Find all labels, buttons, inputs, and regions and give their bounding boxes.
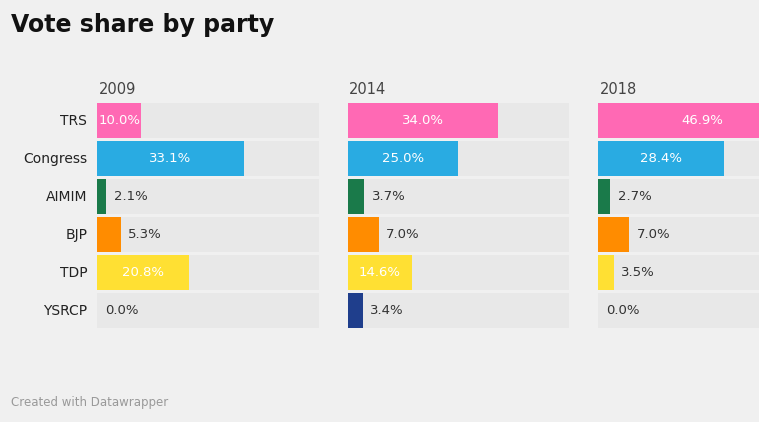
Bar	[97, 255, 319, 290]
Text: 2.1%: 2.1%	[114, 190, 148, 203]
Text: 20.8%: 20.8%	[122, 266, 164, 279]
Text: 33.1%: 33.1%	[150, 152, 191, 165]
Bar	[348, 141, 569, 176]
Bar	[348, 103, 499, 138]
Bar	[598, 217, 629, 252]
Bar	[97, 103, 319, 138]
Text: 3.5%: 3.5%	[621, 266, 655, 279]
Text: AIMIM: AIMIM	[46, 189, 87, 204]
Bar	[348, 179, 364, 214]
Text: 2.7%: 2.7%	[618, 190, 651, 203]
Bar	[598, 141, 724, 176]
Bar	[348, 141, 458, 176]
Text: 10.0%: 10.0%	[99, 114, 140, 127]
Bar	[97, 217, 319, 252]
Bar	[97, 103, 141, 138]
Text: TDP: TDP	[60, 265, 87, 280]
Bar	[97, 179, 106, 214]
Bar	[348, 103, 569, 138]
Bar	[598, 179, 759, 214]
Text: 25.0%: 25.0%	[382, 152, 424, 165]
Text: 46.9%: 46.9%	[681, 114, 723, 127]
Bar	[97, 141, 244, 176]
Bar	[598, 179, 610, 214]
Text: 28.4%: 28.4%	[640, 152, 682, 165]
Text: 2014: 2014	[349, 82, 386, 97]
Bar	[598, 217, 759, 252]
Bar	[97, 217, 121, 252]
Text: 2009: 2009	[99, 82, 136, 97]
Bar	[598, 141, 759, 176]
Bar	[598, 103, 759, 138]
Text: 0.0%: 0.0%	[606, 304, 639, 317]
Bar	[348, 217, 379, 252]
Bar	[598, 293, 759, 328]
Bar	[97, 293, 319, 328]
Bar	[348, 179, 569, 214]
Text: 3.7%: 3.7%	[372, 190, 405, 203]
Bar	[348, 255, 569, 290]
Bar	[97, 141, 319, 176]
Text: Congress: Congress	[24, 151, 87, 166]
Text: 7.0%: 7.0%	[637, 228, 670, 241]
Text: BJP: BJP	[65, 227, 87, 242]
Text: Vote share by party: Vote share by party	[11, 13, 275, 37]
Bar	[348, 293, 569, 328]
Text: 2018: 2018	[600, 82, 637, 97]
Text: 0.0%: 0.0%	[105, 304, 138, 317]
Bar	[348, 255, 412, 290]
Text: 14.6%: 14.6%	[359, 266, 401, 279]
Text: 34.0%: 34.0%	[402, 114, 444, 127]
Text: Created with Datawrapper: Created with Datawrapper	[11, 396, 168, 409]
Text: 5.3%: 5.3%	[128, 228, 162, 241]
Bar	[348, 217, 569, 252]
Bar	[97, 179, 319, 214]
Text: YSRCP: YSRCP	[43, 303, 87, 318]
Bar	[598, 255, 759, 290]
Bar	[97, 255, 189, 290]
Text: 7.0%: 7.0%	[386, 228, 420, 241]
Bar	[348, 293, 363, 328]
Text: 3.4%: 3.4%	[370, 304, 404, 317]
Text: TRS: TRS	[61, 114, 87, 128]
Bar	[598, 255, 613, 290]
Bar	[598, 103, 759, 138]
